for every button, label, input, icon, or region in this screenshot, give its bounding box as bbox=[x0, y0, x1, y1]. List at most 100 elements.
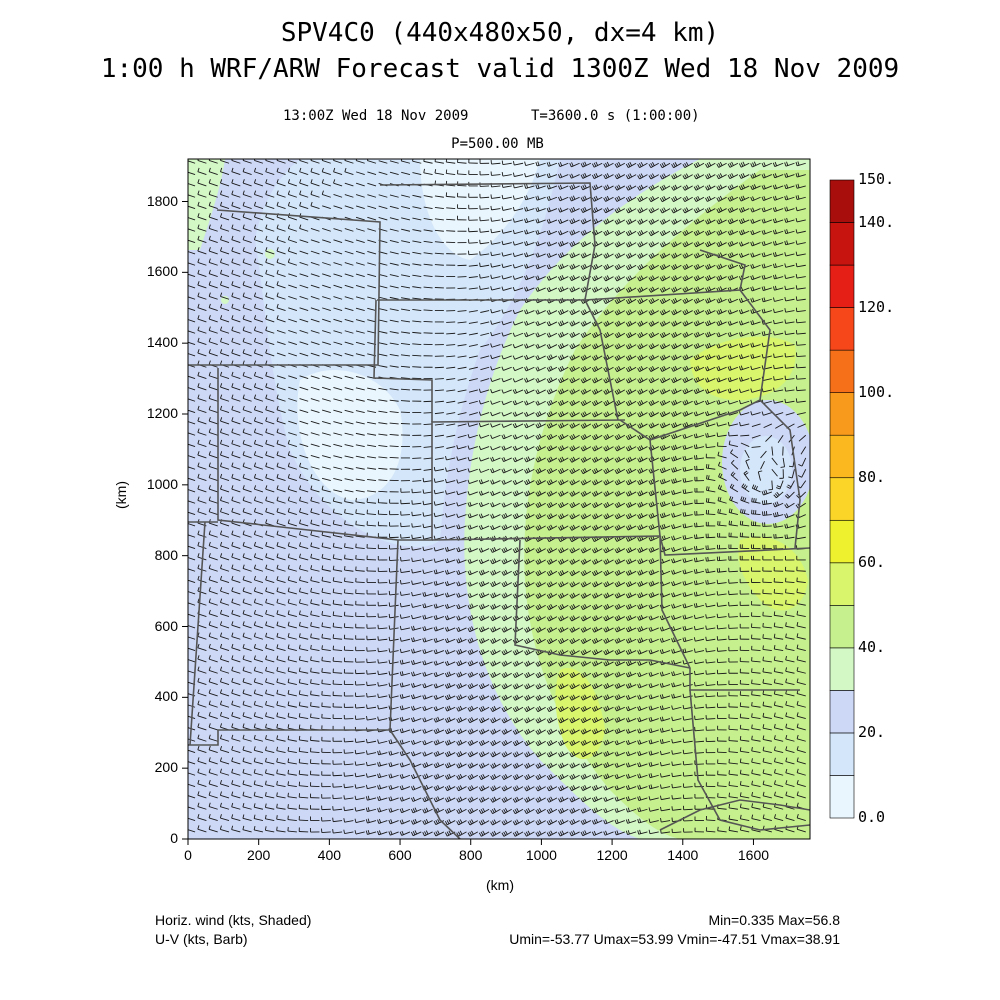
wind-barb bbox=[591, 762, 603, 769]
wind-barb bbox=[535, 819, 546, 826]
wind-barb bbox=[478, 739, 490, 746]
wind-barb bbox=[603, 830, 614, 836]
wind-barb bbox=[332, 794, 343, 800]
wind-barb bbox=[751, 735, 761, 742]
y-tick-label: 400 bbox=[154, 688, 178, 705]
wind-barb bbox=[343, 783, 354, 789]
wind-barb bbox=[625, 751, 637, 757]
wind-barb bbox=[660, 818, 671, 823]
wind-barb bbox=[558, 819, 569, 826]
colorbar-label: 140. bbox=[858, 212, 895, 231]
wind-barb bbox=[343, 737, 354, 743]
wind-barb bbox=[264, 814, 275, 822]
wind-barb bbox=[188, 757, 196, 765]
wind-barb bbox=[546, 785, 558, 792]
wind-barb bbox=[399, 773, 411, 779]
wind-barb bbox=[433, 762, 445, 769]
wind-barb bbox=[287, 804, 297, 810]
wind-barb bbox=[242, 791, 252, 799]
wind-barb bbox=[660, 806, 671, 812]
wind-barb bbox=[501, 808, 512, 815]
wind-barb bbox=[231, 802, 241, 810]
wind-barb bbox=[332, 783, 343, 788]
footer-shaded-legend: Horiz. wind (kts, Shaded) bbox=[155, 912, 312, 928]
wind-barb bbox=[399, 728, 411, 734]
wind-barb bbox=[728, 736, 738, 742]
wind-barb bbox=[603, 808, 614, 814]
wind-barb bbox=[400, 411, 410, 414]
wind-barb bbox=[354, 795, 365, 801]
wind-barb bbox=[569, 773, 580, 780]
x-tick-label: 1600 bbox=[737, 847, 770, 863]
wind-barb bbox=[433, 750, 445, 757]
wind-barb bbox=[762, 780, 772, 788]
wind-barb bbox=[310, 793, 320, 799]
wind-barb bbox=[242, 757, 252, 765]
wind-barb bbox=[512, 774, 524, 781]
wind-barb bbox=[717, 770, 727, 776]
wind-barb bbox=[625, 785, 637, 791]
wind-barb bbox=[659, 761, 671, 767]
wind-barb bbox=[422, 818, 433, 825]
wind-barb bbox=[614, 807, 625, 813]
colorbar-swatch bbox=[829, 690, 855, 734]
wind-barb bbox=[467, 762, 479, 769]
wind-barb bbox=[231, 780, 241, 788]
wind-barb bbox=[660, 795, 671, 801]
wind-barb bbox=[287, 735, 297, 742]
wind-barb bbox=[739, 769, 750, 776]
wind-barb bbox=[728, 803, 738, 810]
wind-barb bbox=[580, 818, 592, 825]
wind-barb bbox=[558, 807, 569, 814]
wind-barb bbox=[287, 792, 297, 799]
wind-barb bbox=[614, 751, 625, 757]
wind-barb bbox=[614, 740, 625, 746]
wind-barb bbox=[343, 772, 354, 777]
wind-barb bbox=[546, 807, 558, 814]
wind-barb bbox=[433, 773, 445, 780]
wind-barb bbox=[343, 806, 354, 812]
wind-barb bbox=[501, 796, 512, 803]
wind-barb bbox=[321, 817, 331, 822]
wind-barb bbox=[762, 746, 772, 754]
wind-barb bbox=[298, 793, 309, 799]
wind-barb bbox=[208, 768, 218, 776]
colorbar-swatch bbox=[829, 647, 855, 691]
wind-barb bbox=[298, 804, 309, 810]
wind-barb bbox=[332, 737, 343, 742]
wind-barb bbox=[785, 734, 795, 742]
wind-barb bbox=[591, 751, 603, 757]
wind-barb bbox=[444, 773, 456, 780]
wind-barb bbox=[310, 816, 320, 822]
wind-barb bbox=[637, 762, 648, 768]
wind-shade-50-60-east bbox=[738, 536, 808, 611]
wind-barb bbox=[591, 818, 603, 825]
wind-barb bbox=[580, 773, 592, 780]
wind-barb bbox=[242, 734, 252, 742]
wind-barb bbox=[739, 803, 750, 810]
wind-barb bbox=[219, 757, 230, 765]
wind-barb bbox=[671, 750, 682, 755]
wind-barb bbox=[444, 807, 456, 814]
colorbar-label: 40. bbox=[858, 637, 886, 656]
wind-barb bbox=[773, 757, 784, 765]
wind-barb bbox=[648, 739, 659, 745]
wind-barb bbox=[242, 814, 252, 822]
colorbar-label: 100. bbox=[858, 382, 895, 401]
wind-barb bbox=[265, 769, 275, 776]
wind-barb bbox=[321, 828, 331, 834]
wind-barb bbox=[321, 794, 331, 799]
wind-barb bbox=[773, 746, 784, 754]
wind-barb bbox=[377, 818, 388, 824]
wind-barb bbox=[467, 830, 479, 837]
wind-barb bbox=[410, 785, 422, 791]
wind-barb bbox=[558, 773, 569, 780]
x-axis-label: (km) bbox=[486, 877, 514, 893]
wind-barb bbox=[682, 738, 693, 744]
wind-barb bbox=[739, 736, 750, 742]
wind-barb bbox=[434, 366, 444, 369]
wind-barb bbox=[433, 739, 445, 746]
wind-shade-50-60-south bbox=[555, 668, 605, 760]
wind-barb bbox=[524, 762, 535, 769]
